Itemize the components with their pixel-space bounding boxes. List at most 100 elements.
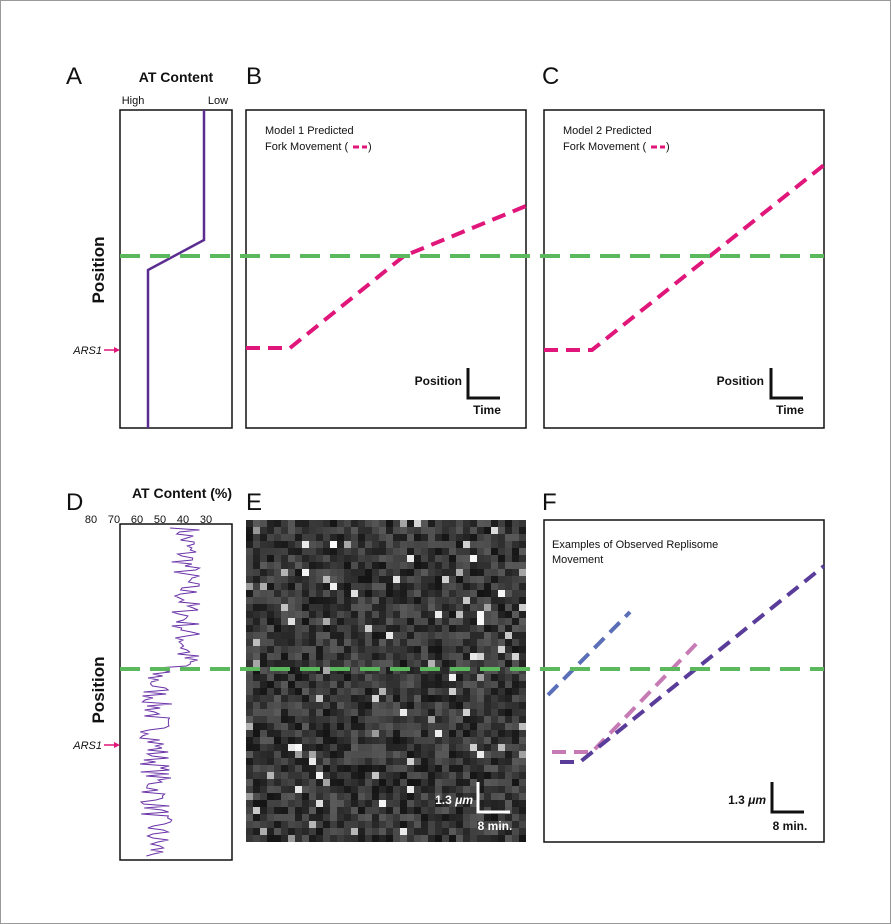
pixel xyxy=(421,772,428,779)
pixel xyxy=(400,723,407,730)
pixel xyxy=(267,709,274,716)
pixel xyxy=(505,541,512,548)
pixel xyxy=(484,590,491,597)
pixel xyxy=(246,632,253,639)
pixel xyxy=(246,814,253,821)
pixel xyxy=(393,646,400,653)
pixel xyxy=(309,835,316,842)
pixel xyxy=(456,527,463,534)
pixel xyxy=(379,786,386,793)
pixel xyxy=(442,723,449,730)
pixel xyxy=(512,646,519,653)
pixel xyxy=(351,765,358,772)
pixel xyxy=(435,737,442,744)
pixel xyxy=(330,786,337,793)
pixel xyxy=(330,695,337,702)
pixel xyxy=(386,527,393,534)
pixel xyxy=(330,765,337,772)
pixel xyxy=(428,730,435,737)
pixel xyxy=(463,681,470,688)
pixel xyxy=(281,660,288,667)
pixel xyxy=(393,786,400,793)
pixel xyxy=(316,716,323,723)
pixel xyxy=(344,555,351,562)
pixel xyxy=(477,681,484,688)
pixel xyxy=(330,653,337,660)
pixel xyxy=(400,765,407,772)
pixel xyxy=(253,800,260,807)
pixel xyxy=(386,569,393,576)
pixel xyxy=(449,653,456,660)
pixel xyxy=(253,569,260,576)
pixel xyxy=(449,716,456,723)
pixel xyxy=(435,541,442,548)
pixel xyxy=(498,800,505,807)
pixel xyxy=(358,674,365,681)
pixel xyxy=(414,786,421,793)
pixel xyxy=(253,639,260,646)
pixel xyxy=(505,527,512,534)
pixel xyxy=(477,534,484,541)
pixel xyxy=(498,772,505,779)
pixel xyxy=(463,688,470,695)
pixel xyxy=(519,520,526,527)
pixel xyxy=(435,625,442,632)
pixel xyxy=(421,527,428,534)
pixel xyxy=(288,548,295,555)
pixel xyxy=(435,709,442,716)
pixel xyxy=(456,632,463,639)
pixel xyxy=(260,548,267,555)
pixel xyxy=(470,527,477,534)
pixel xyxy=(309,674,316,681)
pixel xyxy=(253,548,260,555)
pixel xyxy=(246,744,253,751)
pixel xyxy=(253,835,260,842)
pixel xyxy=(400,562,407,569)
pixel xyxy=(365,793,372,800)
pixel xyxy=(421,632,428,639)
pixel xyxy=(470,548,477,555)
pixel xyxy=(435,793,442,800)
pixel xyxy=(309,765,316,772)
pixel xyxy=(316,527,323,534)
pixel xyxy=(274,835,281,842)
pixel xyxy=(302,618,309,625)
pixel xyxy=(421,618,428,625)
pixel xyxy=(358,576,365,583)
pixel xyxy=(435,597,442,604)
pixel xyxy=(463,604,470,611)
pixel xyxy=(253,597,260,604)
pixel xyxy=(253,828,260,835)
pixel xyxy=(302,646,309,653)
pixel xyxy=(267,758,274,765)
pixel xyxy=(400,772,407,779)
pixel xyxy=(281,632,288,639)
pixel xyxy=(323,548,330,555)
pixel xyxy=(400,681,407,688)
pixel xyxy=(295,765,302,772)
pixel xyxy=(386,674,393,681)
pixel xyxy=(288,639,295,646)
pixel xyxy=(491,674,498,681)
pixel xyxy=(512,625,519,632)
pixel xyxy=(330,618,337,625)
pixel xyxy=(456,793,463,800)
pixel xyxy=(323,674,330,681)
tick-label: 50 xyxy=(154,514,166,526)
pixel xyxy=(365,737,372,744)
pixel xyxy=(274,590,281,597)
pixel xyxy=(365,548,372,555)
pixel xyxy=(344,716,351,723)
pixel xyxy=(407,653,414,660)
pixel xyxy=(414,737,421,744)
pixel xyxy=(463,576,470,583)
pixel xyxy=(323,737,330,744)
pixel xyxy=(484,723,491,730)
pixel xyxy=(512,604,519,611)
pixel xyxy=(260,576,267,583)
pixel xyxy=(498,821,505,828)
pixel xyxy=(512,800,519,807)
panel-letter: B xyxy=(246,63,262,90)
pixel xyxy=(491,828,498,835)
pixel xyxy=(491,758,498,765)
